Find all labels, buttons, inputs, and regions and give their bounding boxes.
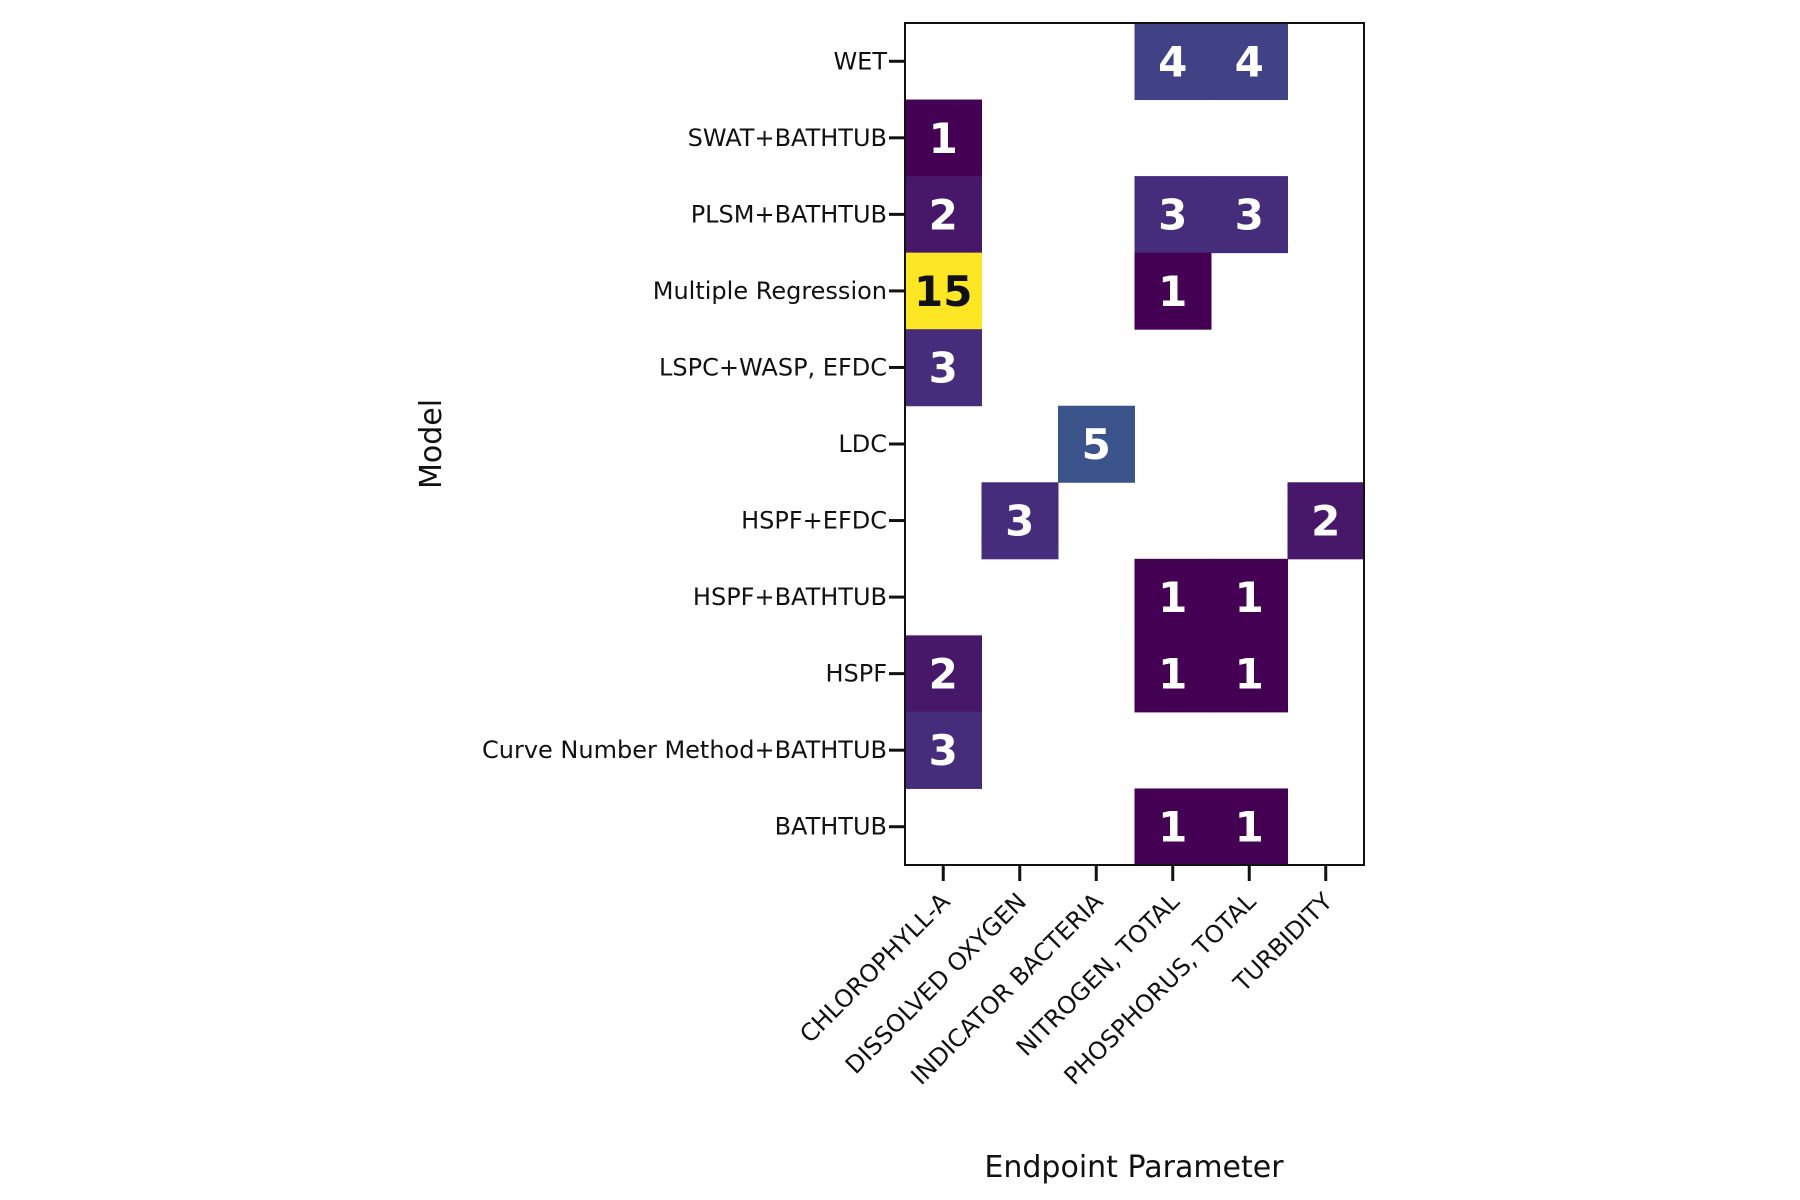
cell-value-label: 1 bbox=[929, 114, 958, 163]
cell-value-label: 3 bbox=[929, 726, 958, 775]
cell-value-label: 2 bbox=[929, 190, 958, 239]
y-tick-label: HSPF+EFDC bbox=[741, 507, 887, 535]
heatmap-cell bbox=[1211, 23, 1288, 101]
cell-value-label: 5 bbox=[1082, 420, 1111, 469]
y-tick-label: Curve Number Method+BATHTUB bbox=[482, 736, 887, 764]
heatmap-cell bbox=[905, 252, 982, 330]
cell-value-label: 15 bbox=[914, 267, 972, 316]
y-tick-label: HSPF bbox=[825, 660, 887, 688]
heatmap-cell bbox=[1134, 176, 1212, 254]
cell-value-label: 4 bbox=[1158, 37, 1187, 86]
y-tick-label: PLSM+BATHTUB bbox=[691, 200, 887, 228]
cell-value-label: 4 bbox=[1235, 37, 1264, 86]
cell-value-label: 1 bbox=[1235, 573, 1264, 622]
y-axis-title: Model bbox=[414, 399, 449, 489]
cell-value-label: 3 bbox=[1235, 190, 1264, 239]
heatmap-cell bbox=[1134, 23, 1212, 101]
y-tick-label: BATHTUB bbox=[775, 813, 887, 841]
y-tick-label: HSPF+BATHTUB bbox=[693, 583, 887, 611]
cell-value-label: 3 bbox=[929, 343, 958, 392]
heatmap-cell bbox=[905, 329, 982, 407]
heatmap-cell bbox=[1211, 788, 1288, 866]
cell-value-label: 1 bbox=[1158, 573, 1187, 622]
heatmap-cell bbox=[981, 482, 1059, 560]
cell-value-label: 1 bbox=[1235, 803, 1264, 852]
y-tick-label: Multiple Regression bbox=[653, 277, 887, 305]
heatmap-cell bbox=[905, 176, 982, 254]
cell-value-label: 1 bbox=[1158, 267, 1187, 316]
cell-value-label: 1 bbox=[1158, 803, 1187, 852]
heatmap-cell bbox=[1058, 405, 1135, 483]
y-tick-label: WET bbox=[833, 47, 887, 75]
y-tick-label: SWAT+BATHTUB bbox=[688, 124, 887, 152]
cell-value-label: 1 bbox=[1235, 650, 1264, 699]
heatmap-cell bbox=[1287, 482, 1365, 560]
heatmap-cell bbox=[1134, 635, 1212, 713]
cell-value-label: 2 bbox=[929, 650, 958, 699]
cell-value-label: 3 bbox=[1005, 497, 1034, 546]
heatmap-cell bbox=[1134, 558, 1212, 636]
heatmap-cell bbox=[1134, 252, 1212, 330]
heatmap-cell bbox=[905, 99, 982, 177]
y-tick-label: LSPC+WASP, EFDC bbox=[659, 353, 887, 381]
cell-value-label: 1 bbox=[1158, 650, 1187, 699]
y-tick-label: LDC bbox=[838, 430, 887, 458]
heatmap-cell bbox=[1134, 788, 1212, 866]
heatmap-cell bbox=[905, 635, 982, 713]
heatmap-cell bbox=[1211, 635, 1288, 713]
heatmap-cell bbox=[1211, 558, 1288, 636]
heatmap-cell bbox=[1211, 176, 1288, 254]
y-axis: WET SWAT+BATHTUB PLSM+BATHTUB Multiple Regr… bbox=[482, 47, 905, 841]
heatmap-cell bbox=[905, 711, 982, 789]
cell-value-label: 3 bbox=[1158, 190, 1187, 239]
x-axis-title: Endpoint Parameter bbox=[984, 1150, 1284, 1185]
cell-value-label: 2 bbox=[1311, 497, 1340, 546]
